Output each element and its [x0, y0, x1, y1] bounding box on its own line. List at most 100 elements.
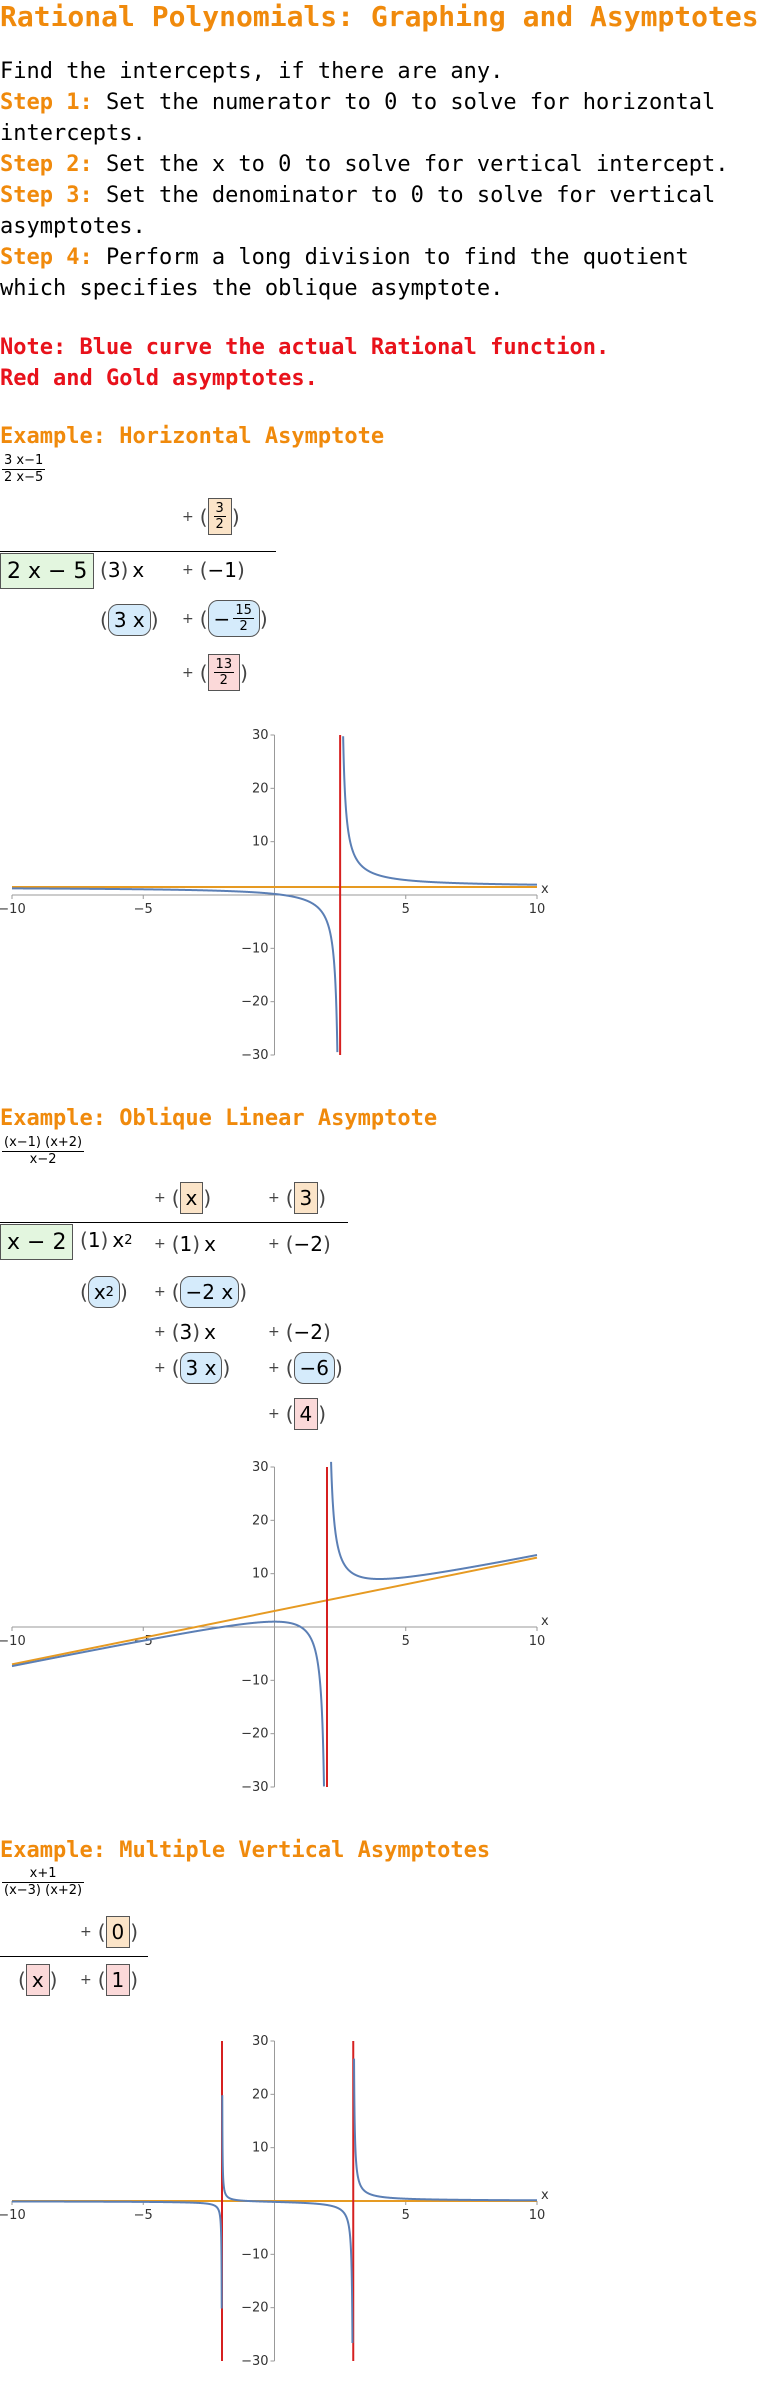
- variable: x: [132, 558, 145, 582]
- plus-sign: +: [154, 1236, 166, 1252]
- dividend-term: (1) x 2: [80, 1228, 133, 1252]
- page-title: Rational Polynomials: Graphing and Asymp…: [0, 0, 759, 33]
- plus-sign: +: [154, 1324, 166, 1340]
- plus-sign: +: [182, 508, 194, 525]
- plus-sign: +: [268, 1360, 280, 1376]
- example-3-fraction: x+1 (x−3) (x+2): [2, 1866, 85, 1899]
- quotient-term: +(x): [154, 1182, 211, 1214]
- remainder-term: +(1): [80, 1964, 138, 1996]
- note-line-1: Note: Blue curve the actual Rational fun…: [0, 335, 610, 360]
- step-text: Perform a long division to find the quot…: [0, 245, 689, 301]
- plus-sign: +: [80, 1924, 92, 1940]
- step-3: Step 3: Set the denominator to 0 to solv…: [0, 180, 740, 242]
- remainder-term: +(13 2): [182, 654, 248, 691]
- y-tick-label: −10: [241, 1673, 268, 1688]
- quotient-term: +(0): [80, 1916, 138, 1948]
- fraction-denominator: 2 x−5: [4, 470, 44, 485]
- note-line-2: Red and Gold asymptotes.: [0, 366, 318, 391]
- remainder-box: 4: [293, 1398, 319, 1430]
- division-bar: [0, 551, 276, 552]
- variable: x: [204, 1232, 216, 1256]
- x-tick-label: 5: [402, 902, 410, 917]
- oblique-asymptote: [11, 1556, 538, 1666]
- y-tick-label: −20: [241, 2301, 268, 2316]
- intro-text: Find the intercepts, if there are any. S…: [0, 56, 740, 304]
- numerator: 3: [213, 501, 226, 517]
- y-tick-label: 30: [252, 1460, 269, 1475]
- x-tick-label: 5: [402, 1634, 410, 1649]
- remainder-term: +(4): [268, 1398, 326, 1430]
- step-text: Set the denominator to 0 to solve for ve…: [0, 183, 716, 239]
- denominator: 2: [239, 619, 248, 634]
- example-1-fraction: 3 x−1 2 x−5: [2, 453, 46, 486]
- x-tick-label: 10: [529, 1634, 546, 1649]
- y-tick-label: 10: [252, 835, 269, 850]
- step-text: Set the x to 0 to solve for vertical int…: [92, 152, 729, 177]
- function-curve: [12, 736, 537, 1053]
- exponent: 2: [124, 1232, 133, 1248]
- fraction-denominator: (x−3) (x+2): [4, 1883, 83, 1898]
- example-3-title: Example: Multiple Vertical Asymptotes: [0, 1838, 491, 1863]
- dividend-term: +(−1): [182, 558, 245, 582]
- x-axis-label: x: [541, 1614, 549, 1629]
- x-tick-label: 10: [529, 2208, 546, 2223]
- y-tick-label: 30: [252, 728, 269, 743]
- variable: x: [204, 1320, 216, 1344]
- x-tick-label: −10: [0, 2208, 26, 2223]
- dividend-term: +(1) x: [154, 1232, 216, 1256]
- divisor-box: x − 2: [0, 1224, 74, 1260]
- plus-sign: +: [268, 1406, 280, 1422]
- fraction-numerator: x+1: [2, 1866, 85, 1883]
- example-3-plot: −10 −5 5 10 30 20 10 −10 −20 −30 x: [0, 2034, 549, 2369]
- y-tick-label: 20: [252, 2087, 269, 2102]
- dividend-term: (3) x: [100, 558, 145, 582]
- plus-sign: +: [182, 664, 194, 681]
- x-tick-label: 5: [402, 2208, 410, 2223]
- subtract-term: +(−6): [268, 1352, 343, 1384]
- quotient-term: +(3): [268, 1182, 326, 1214]
- plus-sign: +: [80, 1972, 92, 1988]
- y-tick-label: 10: [252, 2141, 269, 2156]
- fraction-numerator: (x−1) (x+2): [2, 1135, 85, 1152]
- y-tick-label: −20: [241, 995, 268, 1010]
- x-tick-label: −10: [0, 902, 26, 917]
- y-tick-label: 10: [252, 1567, 269, 1582]
- remainder-box: 13 2: [207, 654, 241, 691]
- plus-sign: +: [154, 1190, 166, 1206]
- step-text: Set the numerator to 0 to solve for hori…: [0, 90, 716, 146]
- step-label: Step 3:: [0, 183, 93, 208]
- x-tick-label: −5: [134, 902, 153, 917]
- y-tick-label: −30: [241, 1780, 268, 1795]
- x-axis-label: x: [541, 882, 549, 897]
- plus-sign: +: [268, 1324, 280, 1340]
- y-tick-label: 20: [252, 1513, 269, 1528]
- example-2-title: Example: Oblique Linear Asymptote: [0, 1106, 438, 1131]
- exponent: 2: [105, 1284, 114, 1300]
- step-1: Step 1: Set the numerator to 0 to solve …: [0, 87, 740, 149]
- example-1-plot: −10 −5 5 10 30 20 10 −10 −20 −30 x: [0, 728, 549, 1063]
- sign: −: [213, 606, 231, 631]
- x-axis-label: x: [541, 2188, 549, 2203]
- quotient-term: +( 3 2): [182, 498, 240, 535]
- subtract-term: (3 x): [100, 604, 159, 636]
- subtract-term: +(3 x): [154, 1352, 230, 1384]
- subtract-box: 3 x: [107, 604, 151, 636]
- example-2-fraction: (x−1) (x+2) x−2: [2, 1135, 85, 1168]
- fraction-numerator: 3 x−1: [2, 453, 46, 470]
- subtract-box: −15 2: [207, 600, 260, 637]
- line3-term: +(3) x: [154, 1320, 216, 1344]
- subtract-box: −6: [293, 1352, 336, 1384]
- coefficient: 1: [179, 1232, 193, 1256]
- plus-sign: +: [268, 1236, 280, 1252]
- remainder-term: (x): [18, 1964, 57, 1996]
- dividend-term: +(−2): [268, 1232, 331, 1256]
- step-label: Step 4:: [0, 245, 93, 270]
- step-2: Step 2: Set the x to 0 to solve for vert…: [0, 149, 740, 180]
- divisor-box: 2 x − 5: [0, 553, 95, 589]
- example-1-title: Example: Horizontal Asymptote: [0, 424, 385, 449]
- division-bar: [0, 1956, 148, 1957]
- value: −2: [293, 1232, 324, 1256]
